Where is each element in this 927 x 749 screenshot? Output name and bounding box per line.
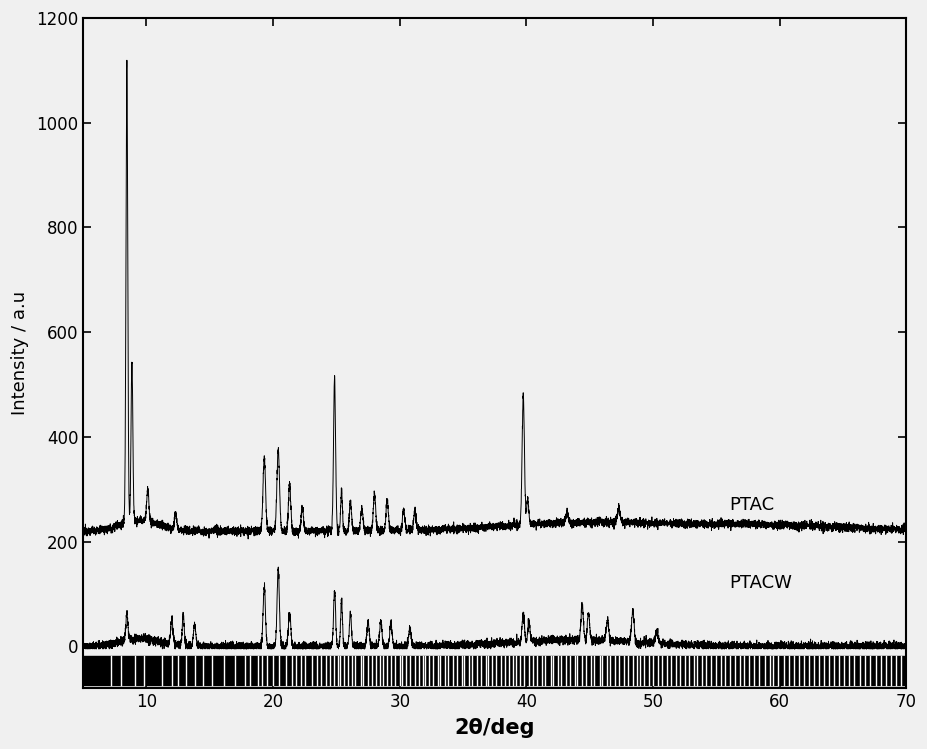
Text: PTAC: PTAC bbox=[729, 496, 773, 514]
Y-axis label: Intensity / a.u: Intensity / a.u bbox=[11, 291, 29, 415]
Text: PTACW: PTACW bbox=[729, 574, 791, 592]
X-axis label: 2θ/deg: 2θ/deg bbox=[454, 718, 535, 738]
